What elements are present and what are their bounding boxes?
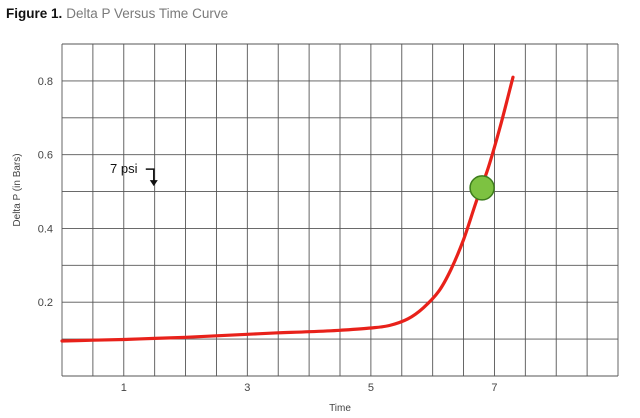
y-axis-label: Delta P (in Bars) (12, 153, 23, 226)
marker-point (469, 175, 495, 201)
x-tick-label: 3 (244, 382, 250, 394)
figure-title: Figure 1. Delta P Versus Time Curve (6, 6, 228, 22)
figure-caption: Delta P Versus Time Curve (66, 6, 229, 21)
y-tick-label: 0.6 (38, 150, 53, 162)
y-tick-label: 0.4 (38, 223, 53, 235)
x-axis-label: Time (329, 403, 351, 414)
x-tick-label: 5 (368, 382, 374, 394)
figure-number: Figure 1. (6, 6, 63, 21)
x-tick-label: 7 (491, 382, 497, 394)
annotation-arrow-stem (145, 168, 155, 185)
annotation-arrow-head (149, 180, 158, 187)
x-tick-label: 1 (121, 382, 127, 394)
y-tick-label: 0.2 (38, 297, 53, 309)
delta-p-curve (60, 75, 515, 343)
annotation-label: 7 psi (110, 161, 138, 176)
y-tick-label: 0.8 (38, 76, 53, 88)
